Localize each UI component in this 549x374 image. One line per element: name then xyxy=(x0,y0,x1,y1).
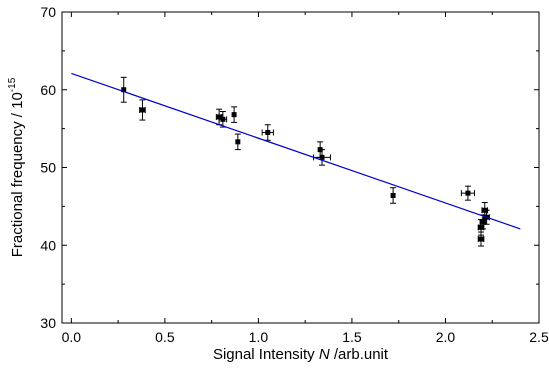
data-point xyxy=(261,124,274,141)
data-point xyxy=(218,111,228,128)
plot-frame xyxy=(61,11,540,324)
x-tick-label: 2.5 xyxy=(529,329,549,345)
x-axis-label: Signal Intensity N /arb.unit xyxy=(213,346,389,363)
x-tick-label: 0.0 xyxy=(62,329,82,345)
point-marker xyxy=(121,87,127,93)
y-tick-label: 40 xyxy=(40,237,56,253)
data-point xyxy=(313,149,331,166)
y-axis-label-base: Fractional frequency / 10 xyxy=(9,92,26,257)
data-point xyxy=(477,231,485,247)
data-point xyxy=(120,76,127,103)
plot-area xyxy=(71,72,521,247)
y-tick-label: 30 xyxy=(40,315,56,331)
data-point xyxy=(390,187,397,204)
x-axis-label-variable: N xyxy=(319,346,330,363)
fit-line xyxy=(71,72,521,230)
point-marker xyxy=(319,154,325,160)
x-tick-label: 1.0 xyxy=(249,329,269,345)
point-marker xyxy=(480,219,486,225)
data-point xyxy=(234,133,241,151)
point-marker xyxy=(139,107,145,113)
point-marker xyxy=(265,130,271,136)
point-marker xyxy=(390,192,396,198)
data-point xyxy=(231,106,238,123)
point-marker xyxy=(478,224,484,230)
y-tick-label: 50 xyxy=(40,160,56,176)
point-marker xyxy=(478,236,484,242)
y-tick-label: 60 xyxy=(40,82,56,98)
x-tick-label: 0.5 xyxy=(155,329,175,345)
y-axis-label-exponent: -15 xyxy=(7,77,18,92)
x-tick-label: 2.0 xyxy=(436,329,456,345)
axis-ticks: 0.0 0.5 1.0 1.5 2.0 2.5 30 40 50 60 70 xyxy=(40,4,549,345)
point-marker xyxy=(465,190,471,196)
x-axis-label-suffix: /arb.unit xyxy=(330,346,389,363)
x-tick-label: 1.5 xyxy=(342,329,362,345)
data-point xyxy=(460,185,475,201)
point-marker xyxy=(220,116,226,122)
data-point xyxy=(139,99,146,121)
point-marker xyxy=(231,112,237,118)
x-axis-label-prefix: Signal Intensity xyxy=(213,346,319,363)
y-tick-label: 70 xyxy=(40,4,56,20)
y-axis-label: Fractional frequency / 10-15 xyxy=(7,77,26,257)
point-marker xyxy=(235,139,241,145)
